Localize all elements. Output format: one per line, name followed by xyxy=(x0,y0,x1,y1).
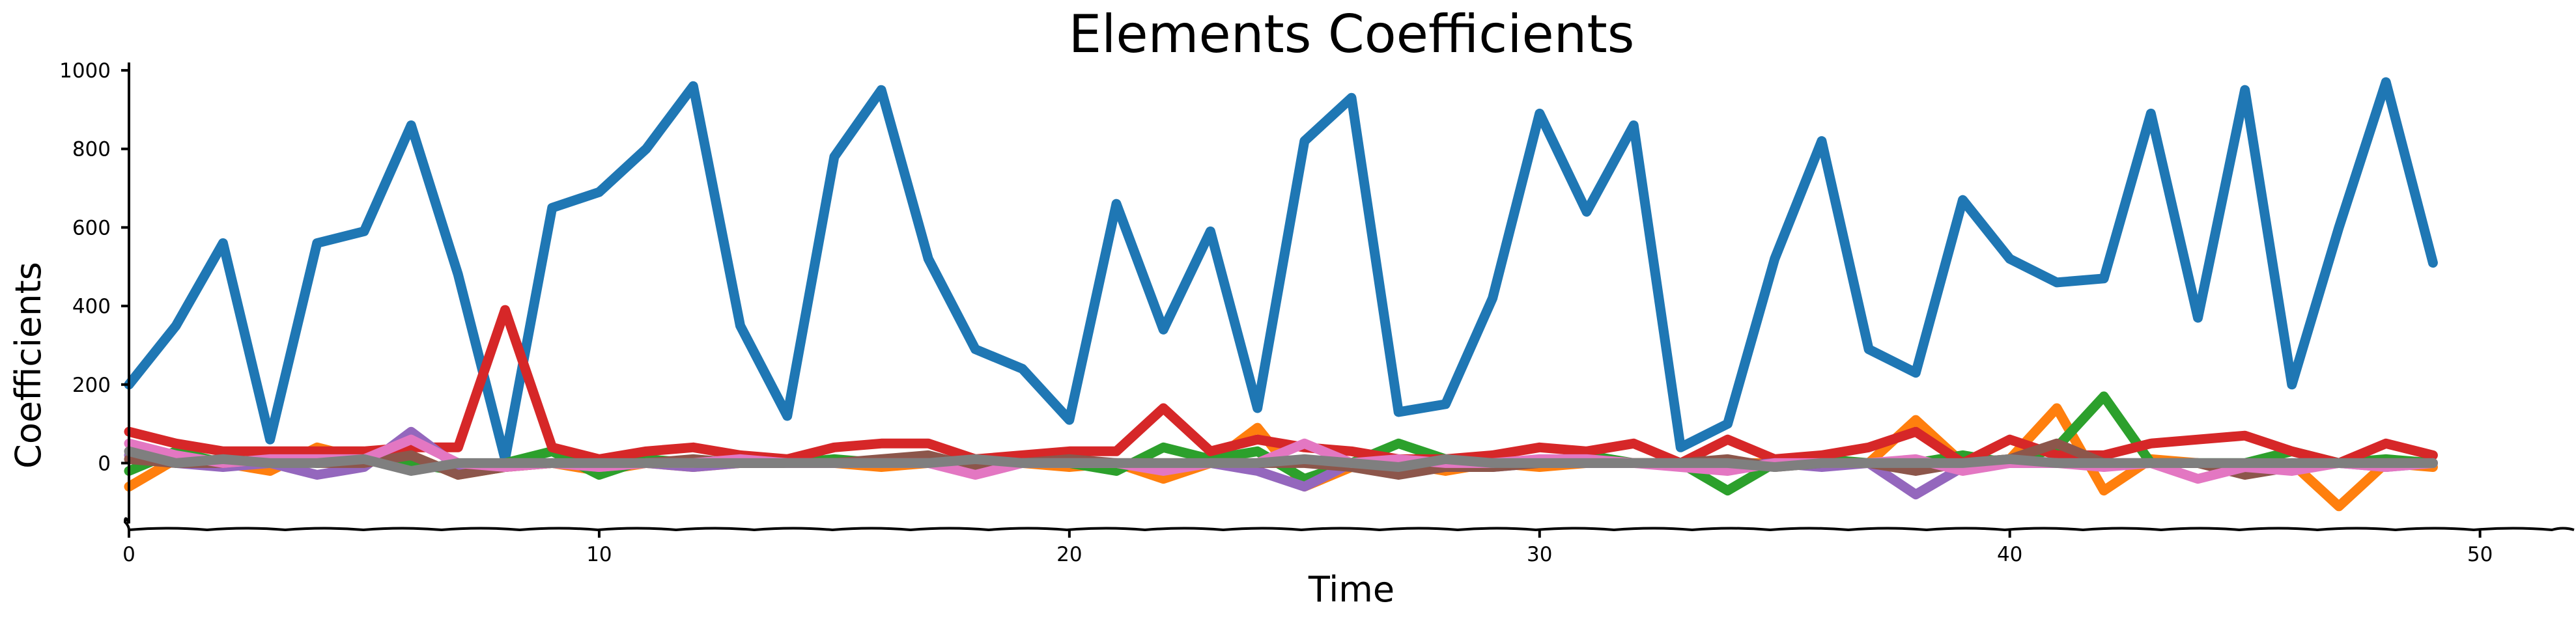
y-tick-label: 1000 xyxy=(59,59,111,83)
x-axis-line xyxy=(128,527,2575,532)
plot-area xyxy=(124,77,2438,512)
x-tick-label: 10 xyxy=(586,543,612,566)
x-tick-label: 0 xyxy=(122,543,135,566)
series-line-1 xyxy=(124,77,2438,464)
x-tick-label: 20 xyxy=(1056,543,1082,566)
y-axis-line xyxy=(123,62,130,531)
y-tick-label: 0 xyxy=(98,452,111,475)
y-tick-label: 200 xyxy=(72,374,111,397)
chart-title: Elements Coefficients xyxy=(1069,4,1635,64)
y-axis-title: Coefficients xyxy=(8,262,49,469)
series-line-8 xyxy=(124,446,2438,476)
x-tick-label: 30 xyxy=(1527,543,1552,566)
axes: 0 200 400 600 800 1000 0 10 20 30 40 50 xyxy=(59,59,2575,566)
y-tick-label: 800 xyxy=(72,138,111,161)
x-tick-label: 40 xyxy=(1997,543,2022,566)
x-axis-title: Time xyxy=(1308,569,1394,610)
y-tick-label: 400 xyxy=(72,295,111,318)
series-line-4 xyxy=(124,305,2438,468)
y-tick-label: 600 xyxy=(72,216,111,240)
x-tick-label: 50 xyxy=(2467,543,2493,566)
